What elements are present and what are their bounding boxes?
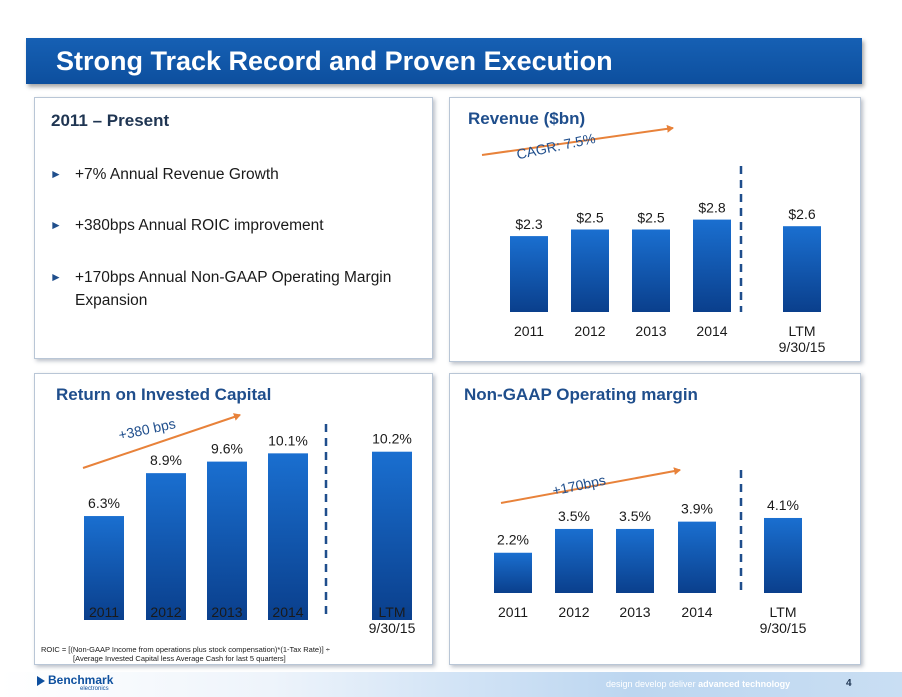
- chart-bar: [494, 552, 532, 593]
- summary-bullet: ► +7% Annual Revenue Growth: [50, 163, 420, 186]
- footer-tagline: design develop deliver advanced technolo…: [606, 679, 790, 689]
- chart-tick-label: LTM 9/30/15: [760, 604, 807, 636]
- chart-bar: [555, 528, 593, 593]
- revenue-chart-panel: Revenue ($bn) $2.3 2011 $2.5 2012 $2.5 2013 $2…: [449, 97, 861, 362]
- chart-data-label: $2.5: [637, 210, 664, 226]
- trend-arrow: [82, 413, 241, 469]
- footer-bar: Benchmark electronics design develop del…: [0, 672, 902, 697]
- summary-bullet: ► +380bps Annual ROIC improvement: [50, 214, 420, 237]
- bullet-arrow-icon: ►: [50, 270, 62, 284]
- page-number: 4: [846, 678, 852, 689]
- margin-chart-title: Non-GAAP Operating margin: [464, 385, 698, 404]
- chart-bar: [510, 236, 548, 312]
- chart-bar: [372, 451, 412, 620]
- chart-bar: [693, 219, 731, 312]
- bullet-arrow-icon: ►: [50, 218, 62, 232]
- tagline-emphasis: advanced technology: [698, 679, 791, 689]
- footer-logo: Benchmark: [48, 673, 114, 687]
- chart-bar: [84, 516, 124, 620]
- chart-data-label: 3.5%: [619, 508, 651, 524]
- chart-tick-label: 2012: [150, 604, 181, 620]
- summary-panel: 2011 – Present ► +7% Annual Revenue Grow…: [34, 97, 433, 359]
- chart-data-label: 3.5%: [558, 508, 590, 524]
- footer-logo-subtitle: electronics: [80, 686, 109, 692]
- chart-tick-label: 2013: [619, 604, 650, 620]
- chart-tick-label: 2011: [89, 604, 119, 620]
- chart-data-label: $2.8: [698, 200, 725, 216]
- roic-definition-note: ROIC = [(Non-GAAP Income from operations…: [41, 645, 381, 663]
- chart-bar: [571, 229, 609, 312]
- chart-tick-label: 2012: [558, 604, 589, 620]
- trend-label: CAGR: 7.5%: [515, 130, 597, 162]
- chart-data-label: 4.1%: [767, 497, 799, 513]
- chart-tick-label: 2011: [514, 323, 544, 339]
- chart-data-label: 10.2%: [372, 431, 412, 447]
- chart-tick-label: LTM 9/30/15: [369, 604, 416, 636]
- chart-data-label: 3.9%: [681, 501, 713, 517]
- chart-bar: [268, 453, 308, 620]
- benchmark-logo-icon: [37, 676, 45, 686]
- chart-bar: [678, 521, 716, 593]
- trend-label: +170bps: [551, 472, 607, 499]
- title-bar: Strong Track Record and Proven Execution: [26, 38, 862, 84]
- chart-data-label: $2.5: [576, 210, 603, 226]
- roic-chart-panel: Return on Invested Capital 6.3% 2011 8.9% 2…: [34, 373, 433, 665]
- chart-bar: [207, 461, 247, 620]
- chart-data-label: $2.6: [788, 206, 815, 222]
- chart-bar: [616, 528, 654, 593]
- summary-bullet: ► +170bps Annual Non-GAAP Operating Marg…: [50, 266, 420, 312]
- summary-bullet-text: +170bps Annual Non-GAAP Operating Margin…: [75, 269, 392, 309]
- revenue-chart: $2.3 2011 $2.5 2012 $2.5 2013 $2.8 2014 $2.6 LTM 9…: [481, 124, 826, 355]
- chart-data-label: $2.3: [515, 216, 542, 232]
- chart-data-label: 6.3%: [88, 495, 120, 511]
- chart-tick-label: 2013: [211, 604, 242, 620]
- bullet-arrow-icon: ►: [50, 167, 62, 181]
- chart-tick-label: 2013: [635, 323, 666, 339]
- margin-chart-panel: Non-GAAP Operating margin 2.2% 2011 3.5% 20…: [449, 373, 861, 665]
- margin-chart: 2.2% 2011 3.5% 2012 3.5% 2013 3.9% 2014 4.1% LTM 9…: [494, 467, 807, 636]
- chart-data-label: 8.9%: [150, 452, 182, 468]
- trend-arrow: [500, 467, 681, 504]
- chart-bar: [632, 229, 670, 312]
- chart-data-label: 10.1%: [268, 432, 308, 448]
- summary-bullet-text: +7% Annual Revenue Growth: [75, 166, 279, 183]
- summary-bullet-text: +380bps Annual ROIC improvement: [75, 217, 324, 234]
- roic-note-line: [Average Invested Capital less Average C…: [73, 654, 286, 663]
- trend-arrow: [481, 124, 674, 156]
- chart-tick-label: 2014: [681, 604, 712, 620]
- summary-heading: 2011 – Present: [51, 111, 170, 130]
- chart-tick-label: 2011: [498, 604, 528, 620]
- chart-tick-label: 2014: [272, 604, 303, 620]
- chart-data-label: 9.6%: [211, 441, 243, 457]
- chart-data-label: 2.2%: [497, 532, 529, 548]
- chart-bar: [783, 226, 821, 312]
- page-title: Strong Track Record and Proven Execution: [56, 46, 613, 76]
- roic-chart-title: Return on Invested Capital: [56, 385, 272, 404]
- chart-tick-label: 2012: [574, 323, 605, 339]
- chart-bar: [764, 517, 802, 593]
- chart-tick-label: LTM 9/30/15: [779, 323, 826, 355]
- revenue-chart-title: Revenue ($bn): [468, 109, 586, 128]
- chart-tick-label: 2014: [696, 323, 727, 339]
- chart-bar: [146, 473, 186, 620]
- roic-chart: 6.3% 2011 8.9% 2012 9.6% 2013 10.1% 2014 10.2% LT…: [82, 413, 416, 636]
- roic-note-line: ROIC = [(Non-GAAP Income from operations…: [41, 645, 330, 654]
- tagline-prefix: design develop deliver: [606, 679, 699, 689]
